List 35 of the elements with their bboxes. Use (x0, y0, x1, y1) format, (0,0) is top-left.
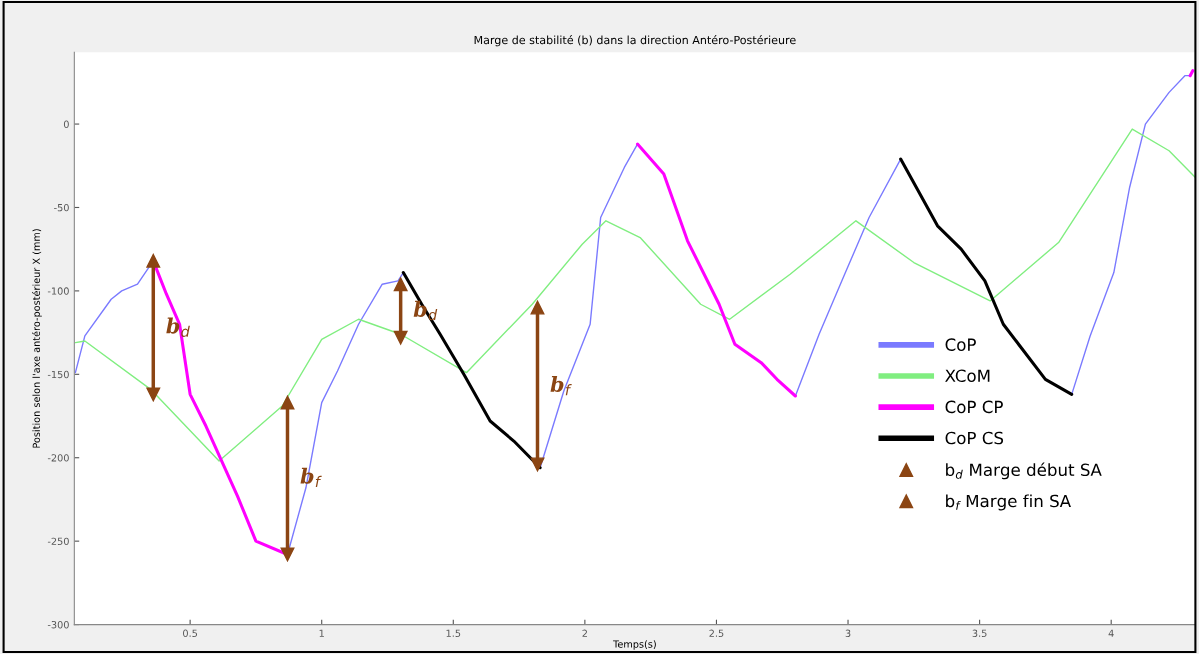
chart-title: Marge de stabilité (b) dans la direction Antéro-Postérieure (474, 35, 796, 47)
y-tick-label: 0 (63, 120, 69, 128)
point (280, 395, 295, 410)
y-axis-title: Position selon l'axe antéro-postérieur X (mm) (32, 229, 42, 448)
x-tick-label: 2 (582, 629, 587, 637)
legend-label: b$_{f}$ Marge fin SA (946, 494, 1071, 511)
point (530, 300, 545, 315)
y-tick-label: -100 (47, 287, 69, 295)
y-tick-label: -150 (47, 370, 69, 379)
legend-label: CoP (945, 338, 976, 351)
point (146, 387, 161, 402)
point (280, 547, 295, 562)
y-tick-label: -50 (54, 203, 69, 212)
x-tick-label: 2.5 (709, 629, 724, 637)
x-tick-label: 1 (319, 629, 324, 637)
annotation: b$_{f}$ (300, 467, 322, 487)
x-tick-label: 3 (845, 629, 851, 637)
x-tick-label: 3.5 (972, 629, 987, 637)
x-tick-label: 4 (1108, 629, 1114, 637)
point (146, 253, 161, 268)
point (393, 330, 408, 345)
legend-label: XCoM (945, 369, 990, 383)
x-tick-label: 1.5 (446, 629, 461, 637)
legend-label: CoP CS (945, 431, 1004, 445)
y-tick-label: -300 (47, 621, 69, 629)
point (530, 457, 545, 472)
point (393, 277, 408, 292)
x-axis-title: Temps(s) (613, 640, 656, 650)
y-tick-label: -200 (47, 454, 69, 462)
y-tick-label: -250 (47, 537, 69, 545)
line-series (74, 128, 1196, 462)
legend-label: b$_{d}$ Marge début SA (946, 462, 1102, 480)
x-tick-label: 0.5 (183, 629, 198, 637)
annotation: b$_{f}$ (550, 375, 572, 396)
legend-label: CoP CP (945, 400, 1003, 414)
